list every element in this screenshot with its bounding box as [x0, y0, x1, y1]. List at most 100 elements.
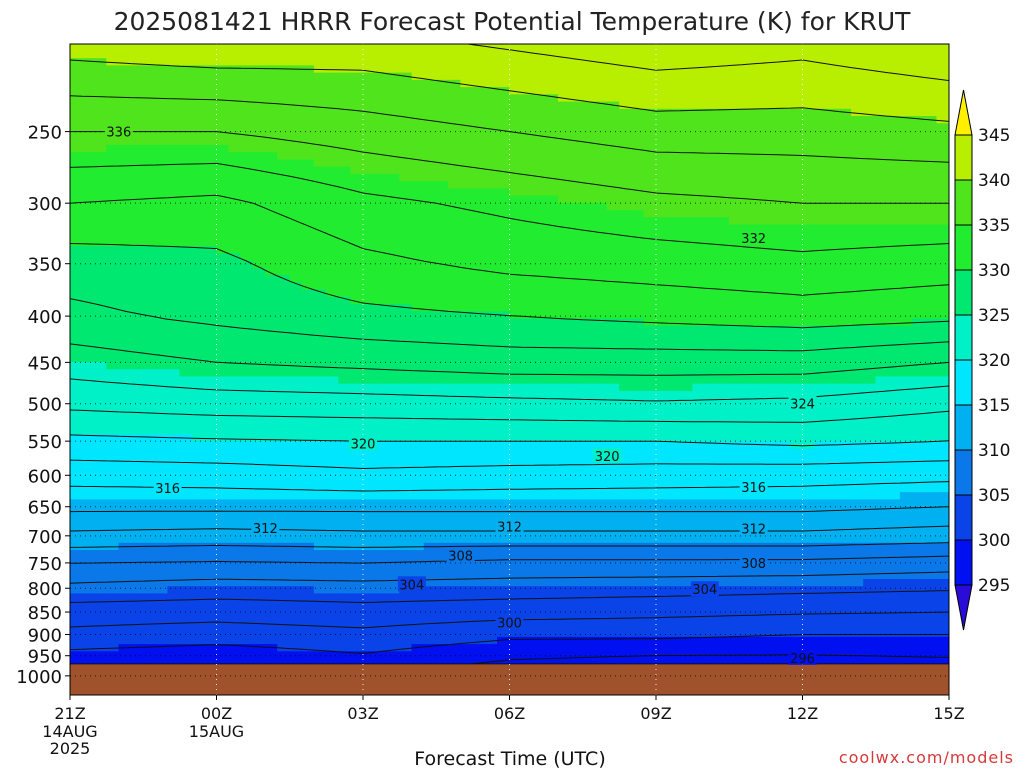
theta-fill-cell	[936, 108, 949, 117]
theta-fill-cell	[619, 340, 632, 349]
theta-fill-cell	[741, 318, 754, 327]
theta-fill-cell	[704, 296, 718, 305]
theta-fill-cell	[814, 202, 828, 211]
theta-fill-cell	[912, 116, 925, 124]
theta-fill-cell	[545, 210, 559, 218]
theta-fill-cell	[301, 484, 315, 493]
theta-fill-cell	[118, 412, 132, 421]
theta-fill-cell	[460, 484, 474, 493]
theta-fill-cell	[838, 246, 852, 255]
theta-fill-cell	[301, 427, 315, 435]
theta-fill-cell	[655, 347, 669, 356]
theta-fill-cell	[179, 224, 193, 233]
theta-fill-cell	[716, 289, 730, 298]
theta-fill-cell	[374, 130, 388, 139]
theta-fill-cell	[887, 188, 901, 197]
theta-fill-cell	[142, 58, 156, 66]
theta-fill-cell	[570, 477, 584, 486]
theta-fill-cell	[533, 58, 547, 66]
theta-fill-cell	[94, 347, 107, 356]
theta-fill-cell	[802, 448, 816, 457]
theta-fill-cell	[680, 484, 693, 493]
theta-fill-cell	[826, 390, 840, 399]
theta-fill-cell	[350, 224, 364, 233]
theta-fill-cell	[509, 535, 523, 544]
theta-fill-cell	[216, 419, 230, 428]
theta-fill-cell	[912, 499, 925, 508]
theta-fill-cell	[802, 463, 816, 472]
theta-fill-cell	[179, 72, 193, 81]
theta-fill-cell	[619, 123, 632, 132]
theta-fill-cell	[252, 311, 266, 320]
theta-fill-cell	[802, 275, 816, 283]
theta-fill-cell	[472, 441, 486, 450]
theta-fill-cell	[191, 304, 205, 312]
theta-fill-cell	[362, 239, 376, 247]
theta-fill-cell	[289, 188, 303, 197]
theta-fill-cell	[936, 181, 949, 189]
theta-fill-cell	[94, 470, 107, 479]
theta-fill-cell	[777, 369, 791, 378]
theta-fill-cell	[728, 173, 742, 182]
theta-fill-cell	[851, 181, 864, 189]
theta-fill-cell	[875, 463, 889, 472]
theta-fill-cell	[265, 376, 278, 385]
theta-fill-cell	[887, 289, 901, 298]
theta-fill-cell	[631, 79, 645, 88]
theta-fill-cell	[765, 275, 779, 283]
theta-fill-cell	[753, 456, 767, 464]
theta-fill-cell	[106, 173, 120, 182]
theta-fill-cell	[350, 470, 364, 479]
theta-fill-cell	[521, 318, 535, 327]
theta-fill-cell	[851, 123, 864, 132]
theta-fill-cell	[643, 159, 657, 168]
theta-fill-cell	[558, 318, 571, 327]
theta-fill-cell	[484, 463, 498, 472]
theta-fill-cell	[399, 108, 413, 117]
theta-fill-cell	[704, 304, 718, 312]
theta-fill-cell	[289, 347, 303, 356]
theta-fill-cell	[765, 116, 779, 124]
theta-fill-cell	[460, 116, 474, 124]
theta-fill-cell	[619, 173, 632, 182]
theta-fill-cell	[814, 44, 828, 52]
theta-fill-cell	[545, 44, 559, 52]
theta-fill-cell	[106, 383, 120, 392]
theta-fill-cell	[399, 427, 413, 435]
theta-fill-cell	[130, 224, 144, 233]
theta-fill-cell	[509, 448, 523, 457]
theta-fill-cell	[777, 159, 791, 168]
theta-fill-cell	[70, 181, 83, 189]
theta-fill-cell	[924, 210, 938, 218]
theta-fill-cell	[887, 224, 901, 233]
theta-fill-cell	[716, 340, 730, 349]
theta-fill-cell	[301, 318, 315, 327]
theta-fill-cell	[496, 470, 510, 479]
theta-fill-cell	[509, 50, 523, 59]
theta-fill-cell	[851, 144, 864, 153]
theta-fill-cell	[362, 87, 376, 95]
theta-fill-cell	[118, 289, 132, 298]
theta-fill-cell	[692, 347, 706, 356]
theta-fill-cell	[252, 542, 266, 551]
theta-fill-cell	[753, 325, 767, 334]
theta-fill-cell	[496, 87, 510, 95]
theta-fill-cell	[594, 108, 608, 117]
theta-fill-cell	[789, 521, 803, 529]
theta-fill-cell	[887, 87, 901, 95]
theta-fill-cell	[826, 340, 840, 349]
theta-fill-cell	[826, 260, 840, 269]
theta-fill-cell	[692, 484, 706, 493]
theta-fill-cell	[460, 390, 474, 399]
theta-fill-cell	[179, 202, 193, 211]
theta-fill-cell	[826, 405, 840, 414]
theta-fill-cell	[875, 427, 889, 435]
theta-fill-cell	[191, 398, 205, 406]
theta-fill-cell	[350, 65, 364, 74]
theta-fill-cell	[704, 166, 718, 175]
theta-fill-cell	[313, 340, 327, 349]
theta-fill-cell	[448, 79, 461, 88]
theta-fill-cell	[643, 123, 657, 132]
theta-fill-cell	[252, 427, 266, 435]
theta-fill-cell	[753, 267, 767, 276]
